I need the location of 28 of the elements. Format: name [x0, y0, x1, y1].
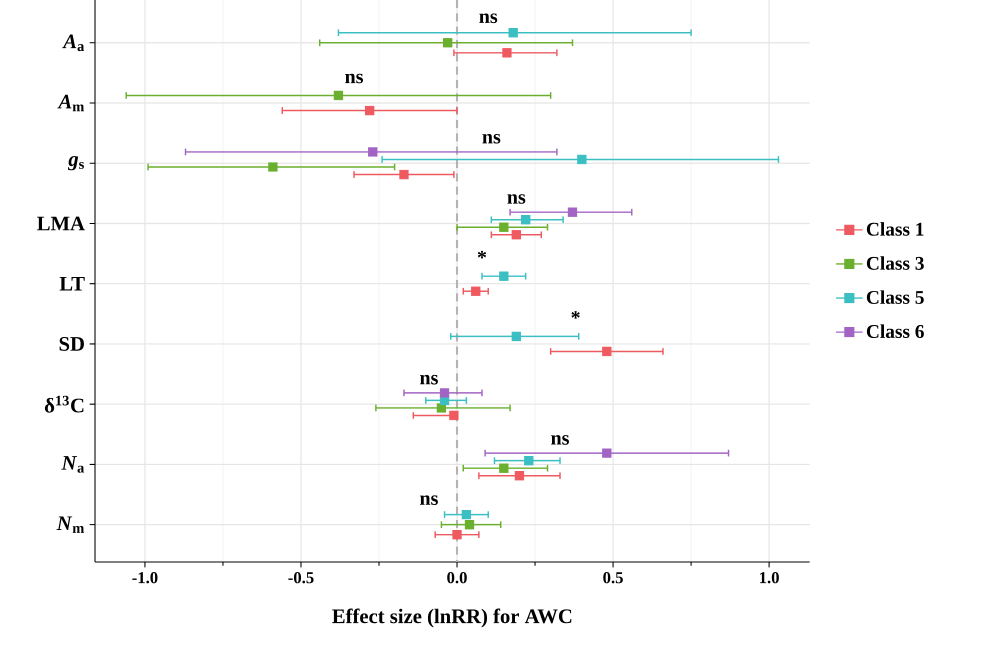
legend-label: Class 1: [866, 222, 924, 236]
y-tick-label: A$_{a}$: [62, 34, 84, 52]
y-tick-label: LT: [60, 276, 85, 290]
y-tick-label: SD: [60, 337, 84, 351]
annotation: ns: [420, 495, 438, 505]
annotation: *: [571, 311, 580, 319]
annotation: ns: [482, 134, 500, 144]
y-tick-label: N$_{a}$: [61, 456, 84, 473]
annotation: ns: [345, 74, 363, 84]
y-tick-label: N$_{m}$: [56, 516, 84, 533]
y-tick-label: LMA: [37, 216, 85, 230]
y-tick-label: δ$^{13}$C: [44, 396, 84, 413]
legend-label: Class 5: [866, 290, 924, 304]
annotation: *: [478, 250, 486, 258]
y-tick-label: A$_{m}$: [57, 94, 84, 112]
x-axis-title: Effect size (lnRR) for AWC: [332, 608, 572, 628]
legend-label: Class 6: [866, 324, 924, 338]
annotation: ns: [479, 13, 498, 24]
annotation: ns: [507, 194, 526, 204]
y-tick-label: g$_{s}$: [68, 156, 84, 170]
legend-label: Class 3: [866, 256, 924, 270]
x-tick-label: -1.0: [132, 572, 158, 584]
annotation: ns: [551, 435, 569, 445]
x-tick-label: 1.0: [760, 572, 779, 584]
annotation: ns: [420, 374, 438, 384]
x-tick-label: 0.0: [447, 572, 467, 584]
x-tick-label: 0.5: [603, 572, 623, 584]
x-tick-label: -0.5: [288, 572, 314, 584]
